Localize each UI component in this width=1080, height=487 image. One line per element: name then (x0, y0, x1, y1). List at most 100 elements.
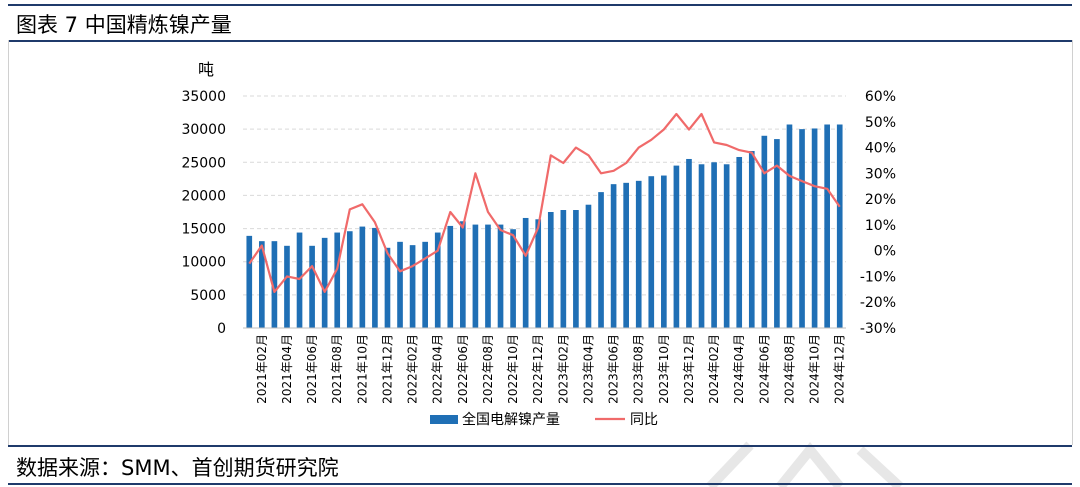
bar (460, 221, 466, 328)
bar (472, 224, 479, 328)
bar (296, 232, 303, 328)
x-tick-label: 2024年04月 (732, 334, 746, 404)
source-note: 数据来源：SMM、首创期货研究院 (16, 456, 339, 480)
x-tick-label: 2024年02月 (707, 334, 721, 404)
yoy-line (248, 112, 841, 293)
bar (309, 245, 315, 328)
bar (585, 204, 592, 328)
y-left-unit: 吨 (198, 60, 214, 79)
x-tick-label: 2023年02月 (556, 334, 570, 404)
bar (836, 124, 843, 328)
y-right-tick-label: 30% (865, 166, 896, 182)
figure-title: 图表 7 中国精炼镍产量 (16, 13, 232, 37)
x-tick-label: 2022年08月 (481, 334, 495, 404)
bar (573, 210, 579, 328)
bar (711, 162, 717, 328)
bar (522, 217, 529, 328)
bar (811, 128, 818, 328)
bar (774, 139, 780, 328)
y-right-tick-label: -20% (860, 295, 896, 311)
bar (547, 212, 554, 328)
left-frame-line (8, 40, 9, 445)
bar (372, 227, 378, 328)
bar (321, 237, 328, 328)
watermark (690, 440, 930, 487)
y-left-tick-label: 35000 (181, 89, 226, 105)
x-tick-label: 2023年06月 (607, 334, 621, 404)
x-tick-label: 2022年12月 (531, 334, 545, 404)
x-tick-label: 2021年10月 (355, 334, 369, 404)
x-tick-label: 2022年06月 (456, 334, 470, 404)
bar (673, 165, 680, 328)
bar (748, 151, 755, 328)
bar (698, 164, 705, 328)
bar (799, 129, 805, 328)
x-tick-label: 2023年04月 (581, 334, 595, 404)
bar (434, 232, 441, 328)
y-left-tick-label: 30000 (181, 122, 226, 138)
y-right-tick-label: 60% (865, 89, 896, 105)
bar (610, 184, 617, 328)
title-bar: 图表 7 中国精炼镍产量 (8, 4, 1072, 42)
y-left-tick-label: 5000 (190, 288, 226, 304)
bar (661, 175, 667, 328)
bar (824, 124, 830, 328)
bar (334, 232, 341, 328)
bar (497, 224, 504, 328)
x-tick-label: 2023年10月 (657, 334, 671, 404)
y-right-tick-label: 40% (865, 141, 896, 157)
legend-swatch-bar (430, 415, 458, 424)
bar (761, 135, 768, 328)
bar (736, 156, 743, 328)
bar (346, 231, 353, 328)
bar (259, 241, 265, 328)
bar (623, 182, 629, 328)
bar (560, 210, 567, 328)
bar (648, 176, 655, 328)
x-tick-label: 2022年10月 (506, 334, 520, 404)
y-left-tick-label: 10000 (181, 255, 226, 271)
y-right-tick-label: 20% (865, 192, 896, 208)
bar (246, 235, 253, 328)
x-tick-label: 2021年08月 (330, 334, 344, 404)
bar (359, 226, 366, 328)
right-frame-line (1072, 40, 1073, 445)
bar (723, 164, 730, 328)
x-tick-label: 2024年06月 (757, 334, 771, 404)
y-left-tick-label: 0 (217, 321, 226, 337)
x-tick-label: 2021年06月 (305, 334, 319, 404)
legend-label-bar: 全国电解镍产量 (462, 411, 560, 428)
y-left-tick-label: 20000 (181, 188, 226, 204)
footer-bar: 数据来源：SMM、首创期货研究院 (8, 445, 1072, 485)
x-tick-label: 2022年04月 (431, 334, 445, 404)
y-right-tick-label: 10% (865, 218, 896, 234)
x-tick-label: 2021年12月 (380, 334, 394, 404)
bar (686, 158, 692, 328)
bar (422, 241, 428, 328)
bar (535, 219, 542, 328)
bar (510, 229, 516, 328)
x-tick-label: 2023年08月 (632, 334, 646, 404)
bar (485, 224, 491, 328)
bar (409, 245, 416, 328)
bar (447, 225, 454, 328)
bar (598, 192, 604, 328)
x-tick-label: 2024年12月 (833, 334, 847, 404)
x-tick-label: 2021年02月 (255, 334, 269, 404)
legend-label-line: 同比 (630, 412, 658, 428)
y-right-tick-label: 50% (865, 115, 896, 131)
bar (635, 180, 642, 328)
bar (397, 241, 403, 328)
x-tick-label: 2023年12月 (682, 334, 696, 404)
x-tick-label: 2022年02月 (406, 334, 420, 404)
y-right-tick-label: -30% (860, 321, 896, 337)
y-right-tick-label: -10% (860, 269, 896, 285)
y-left-tick-label: 25000 (181, 155, 226, 171)
y-right-tick-label: 0% (874, 244, 896, 260)
x-tick-label: 2021年04月 (280, 334, 294, 404)
bar (384, 247, 391, 328)
y-left-tick-label: 15000 (181, 222, 226, 238)
bar (284, 245, 290, 328)
x-tick-label: 2024年08月 (782, 334, 796, 404)
